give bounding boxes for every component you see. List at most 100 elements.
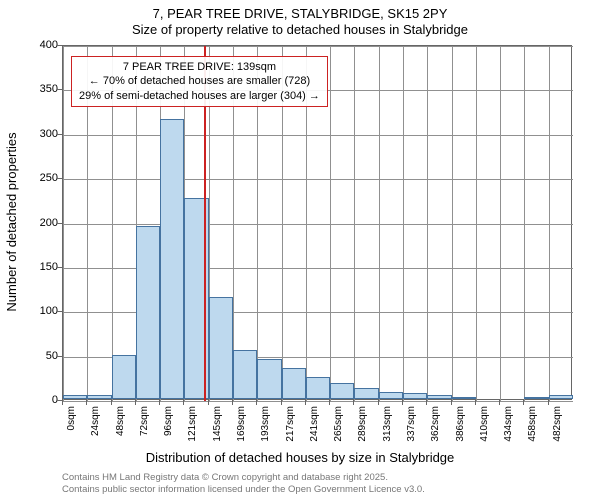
y-tick-mark [57,356,62,357]
x-tick-mark [111,400,112,405]
x-tick-mark [353,400,354,405]
x-tick-label: 410sqm [479,406,490,442]
x-tick-label: 337sqm [406,406,417,442]
chart-title-1: 7, PEAR TREE DRIVE, STALYBRIDGE, SK15 2P… [0,0,600,21]
x-tick-mark [475,400,476,405]
histogram-bar [549,395,573,399]
y-tick-mark [57,178,62,179]
x-tick-mark [451,400,452,405]
x-tick-label: 289sqm [357,406,368,442]
x-tick-label: 96sqm [163,406,174,436]
x-tick-mark [159,400,160,405]
x-tick-mark [548,400,549,405]
histogram-bar [524,397,548,399]
gridline-v [354,46,355,401]
histogram-bar [427,395,451,399]
histogram-bar [136,226,160,399]
x-tick-mark [499,400,500,405]
y-tick-mark [57,134,62,135]
x-tick-mark [305,400,306,405]
x-tick-mark [232,400,233,405]
y-tick-label: 400 [22,39,58,51]
x-tick-mark [378,400,379,405]
gridline-v [476,46,477,401]
histogram-bar [233,350,257,399]
histogram-bar [282,368,306,399]
x-tick-mark [523,400,524,405]
gridline-v [379,46,380,401]
histogram-bar [306,377,330,399]
y-tick-mark [57,89,62,90]
x-tick-mark [402,400,403,405]
x-tick-label: 145sqm [212,406,223,442]
histogram-bar [87,395,111,399]
y-tick-label: 100 [22,305,58,317]
histogram-bar [209,297,233,399]
x-tick-mark [183,400,184,405]
credit-line-2: Contains public sector information licen… [62,484,425,496]
gridline-v [403,46,404,401]
x-tick-label: 169sqm [236,406,247,442]
credit-text: Contains HM Land Registry data © Crown c… [62,472,425,496]
y-axis-label: Number of detached properties [4,132,19,311]
gridline-v [427,46,428,401]
histogram-bar [63,395,87,399]
histogram-bar [403,393,427,399]
x-tick-label: 121sqm [187,406,198,442]
y-tick-label: 250 [22,172,58,184]
annotation-box: 7 PEAR TREE DRIVE: 139sqm ← 70% of detac… [71,56,328,107]
gridline-v [549,46,550,401]
y-tick-label: 0 [22,394,58,406]
y-tick-label: 300 [22,128,58,140]
x-tick-label: 217sqm [285,406,296,442]
histogram-bar [330,383,354,399]
histogram-bar [379,392,403,399]
credit-line-1: Contains HM Land Registry data © Crown c… [62,472,425,484]
annot-line-1: 7 PEAR TREE DRIVE: 139sqm [79,60,320,74]
gridline-v [63,46,64,401]
gridline-v [524,46,525,401]
y-tick-mark [57,311,62,312]
x-tick-label: 458sqm [527,406,538,442]
gridline-h [63,224,573,225]
chart-title-2: Size of property relative to detached ho… [0,22,600,37]
x-tick-label: 362sqm [430,406,441,442]
y-tick-label: 50 [22,350,58,362]
y-tick-mark [57,223,62,224]
gridline-v [500,46,501,401]
x-axis-label: Distribution of detached houses by size … [0,450,600,465]
x-tick-mark [62,400,63,405]
histogram-bar [354,388,378,399]
y-tick-label: 150 [22,261,58,273]
x-tick-label: 48sqm [115,406,126,436]
x-tick-label: 193sqm [260,406,271,442]
histogram-bar [160,119,184,399]
gridline-v [452,46,453,401]
x-tick-label: 24sqm [90,406,101,436]
x-tick-mark [329,400,330,405]
x-tick-mark [426,400,427,405]
x-tick-label: 72sqm [139,406,150,436]
x-tick-mark [135,400,136,405]
x-tick-label: 482sqm [552,406,563,442]
x-tick-mark [208,400,209,405]
histogram-bar [452,397,476,399]
annot-line-2: ← 70% of detached houses are smaller (72… [79,74,320,88]
gridline-h [63,179,573,180]
gridline-h [63,46,573,47]
x-tick-label: 241sqm [309,406,320,442]
y-tick-mark [57,45,62,46]
y-tick-mark [57,267,62,268]
x-tick-label: 434sqm [503,406,514,442]
gridline-h [63,401,573,402]
x-tick-label: 313sqm [382,406,393,442]
x-tick-label: 386sqm [455,406,466,442]
x-tick-mark [281,400,282,405]
gridline-h [63,135,573,136]
x-tick-mark [256,400,257,405]
histogram-bar [112,355,136,399]
gridline-v [330,46,331,401]
annot-line-3: 29% of semi-detached houses are larger (… [79,89,320,103]
y-tick-label: 200 [22,217,58,229]
x-tick-mark [86,400,87,405]
